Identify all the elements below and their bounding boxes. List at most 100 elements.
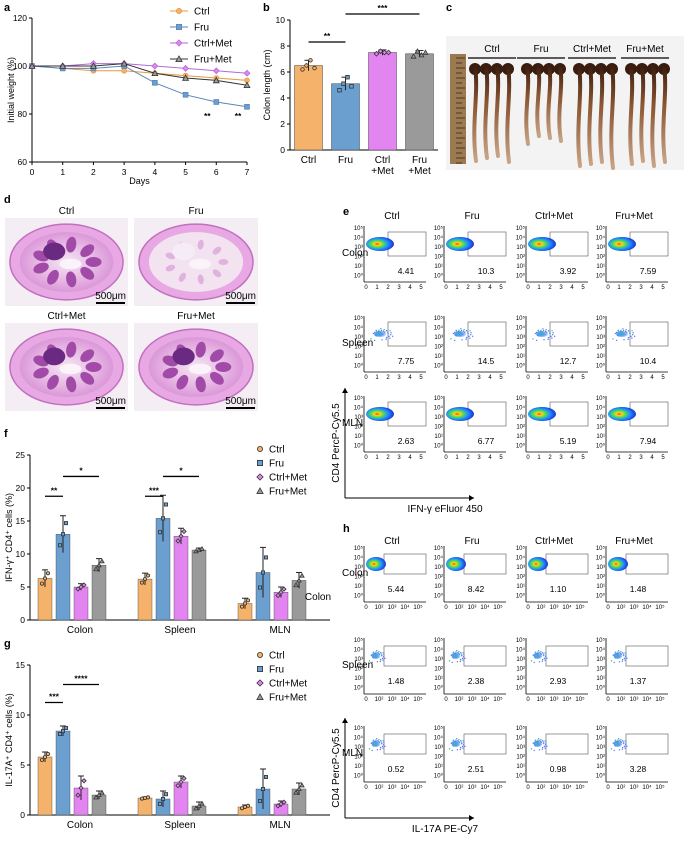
event-dot bbox=[621, 658, 624, 661]
bar bbox=[37, 756, 53, 816]
axis-tick-label: 10⁴ bbox=[354, 735, 364, 742]
ifn-flow-cytometry-grid: Ctrl Fru Ctrl+Met Fru+Met Colon 10⁵ 10⁴ 10³ 10² 1… bbox=[331, 211, 669, 515]
data-point bbox=[182, 64, 190, 72]
event-dot bbox=[631, 334, 634, 336]
bar bbox=[191, 549, 207, 621]
event-dot bbox=[382, 656, 385, 658]
axis-tick-label: 0 bbox=[606, 605, 610, 611]
event-dot bbox=[627, 336, 630, 339]
x-tick-label: 5 bbox=[183, 167, 188, 177]
axis-tick-label: 0 bbox=[606, 285, 610, 291]
cell-population bbox=[371, 740, 381, 748]
axis-tick-label: 10⁰ bbox=[516, 363, 526, 370]
axis-tick-label: 10¹ bbox=[354, 764, 363, 770]
mucosal-fold bbox=[212, 269, 222, 278]
mucosal-fold bbox=[165, 252, 176, 260]
axis-tick-label: 4 bbox=[408, 455, 412, 461]
axis-tick-label: 4 bbox=[570, 375, 574, 381]
data-point bbox=[93, 566, 99, 572]
event-dot bbox=[553, 335, 556, 338]
axis-tick-label: 0 bbox=[606, 697, 610, 703]
data-point bbox=[40, 758, 45, 763]
cell-population bbox=[613, 652, 623, 660]
data-point bbox=[260, 787, 265, 792]
group-label: Ctrl bbox=[484, 44, 500, 55]
data-point bbox=[151, 62, 159, 70]
y-tick-label: 5 bbox=[20, 760, 25, 770]
axis-tick-label: 10⁵ bbox=[434, 725, 444, 732]
event-dot bbox=[537, 650, 540, 652]
y-tick-label: 10 bbox=[16, 710, 26, 720]
bar bbox=[294, 65, 323, 151]
data-point bbox=[96, 562, 102, 568]
axis-tick-label: 10⁴ bbox=[562, 604, 572, 611]
data-point bbox=[99, 558, 105, 564]
event-dot bbox=[627, 338, 629, 341]
axis-tick-label: 10⁴ bbox=[516, 325, 526, 332]
legend-marker bbox=[256, 693, 264, 700]
scale-bar-label: 500μm bbox=[225, 396, 256, 407]
data-point bbox=[178, 533, 184, 539]
data-point bbox=[64, 521, 69, 526]
event-dot bbox=[465, 338, 467, 341]
axis-tick-label: 10² bbox=[434, 667, 443, 673]
axis-tick-label: 10³ bbox=[596, 415, 605, 421]
axis-arrow bbox=[342, 388, 348, 393]
gate bbox=[625, 553, 669, 575]
axis-tick-label: 10² bbox=[434, 345, 443, 351]
axis-tick-label: 5 bbox=[581, 375, 585, 381]
bar bbox=[173, 535, 189, 621]
bar bbox=[368, 52, 397, 151]
event-dot bbox=[387, 332, 389, 335]
event-dot bbox=[373, 339, 376, 342]
axis-tick-label: 10¹ bbox=[354, 354, 363, 360]
data-point bbox=[152, 80, 158, 86]
panel-c-label: c bbox=[446, 2, 452, 14]
legend-label: Ctrl+Met bbox=[269, 679, 307, 690]
axis-tick-label: 10³ bbox=[596, 657, 605, 663]
colon-tissue bbox=[483, 64, 490, 160]
axis-tick-label: 10⁴ bbox=[596, 735, 606, 742]
event-dot bbox=[469, 330, 471, 332]
event-dot bbox=[622, 741, 625, 743]
data-point bbox=[199, 545, 205, 551]
gate-percentage: 2.51 bbox=[468, 764, 485, 774]
axis-tick-label: 0 bbox=[364, 785, 368, 791]
event-dot bbox=[551, 337, 553, 339]
lymphoid-aggregate bbox=[172, 347, 195, 366]
ruler-image bbox=[450, 54, 466, 164]
event-dot bbox=[459, 652, 462, 654]
axis-tick-label: 10⁵ bbox=[434, 395, 444, 402]
axis-tick-label: 10⁰ bbox=[354, 593, 364, 600]
event-dot bbox=[455, 329, 457, 332]
data-point bbox=[59, 62, 67, 69]
colon-tissue bbox=[494, 64, 501, 158]
gate bbox=[383, 553, 427, 575]
axis-tick-label: 1 bbox=[537, 285, 541, 291]
event-dot bbox=[372, 651, 374, 654]
event-dot bbox=[625, 654, 627, 656]
event-dot bbox=[630, 335, 632, 338]
axis-tick-label: 10⁴ bbox=[354, 235, 364, 242]
event-dot bbox=[543, 745, 546, 748]
axis-tick-label: 4 bbox=[488, 375, 492, 381]
data-point bbox=[373, 50, 380, 57]
axis-tick-label: 0 bbox=[444, 697, 448, 703]
axis-tick-label: 10⁴ bbox=[642, 696, 652, 703]
axis-tick-label: 10² bbox=[434, 255, 443, 261]
axis-tick-label: 10⁰ bbox=[596, 593, 606, 600]
axis-tick-label: 10⁵ bbox=[354, 225, 364, 232]
event-dot bbox=[530, 748, 533, 750]
axis-tick-label: 10³ bbox=[596, 565, 605, 571]
group-label-colon-right: Colon bbox=[305, 592, 331, 603]
axis-tick-label: 10¹ bbox=[516, 676, 525, 682]
event-dot bbox=[624, 656, 627, 658]
mucosal-fold bbox=[47, 374, 59, 390]
event-dot bbox=[371, 661, 373, 664]
axis-tick-label: 10² bbox=[354, 667, 363, 673]
axis-tick-label: 10⁵ bbox=[516, 225, 526, 232]
axis-tick-label: 10⁵ bbox=[354, 545, 364, 552]
axis-tick-label: 10³ bbox=[468, 605, 477, 611]
il17a-bar-chart: 0 5 10 15 IL-17A⁺ CD4⁺ cells (%) Colon Spleen M… bbox=[4, 651, 330, 831]
event-dot bbox=[389, 337, 391, 339]
